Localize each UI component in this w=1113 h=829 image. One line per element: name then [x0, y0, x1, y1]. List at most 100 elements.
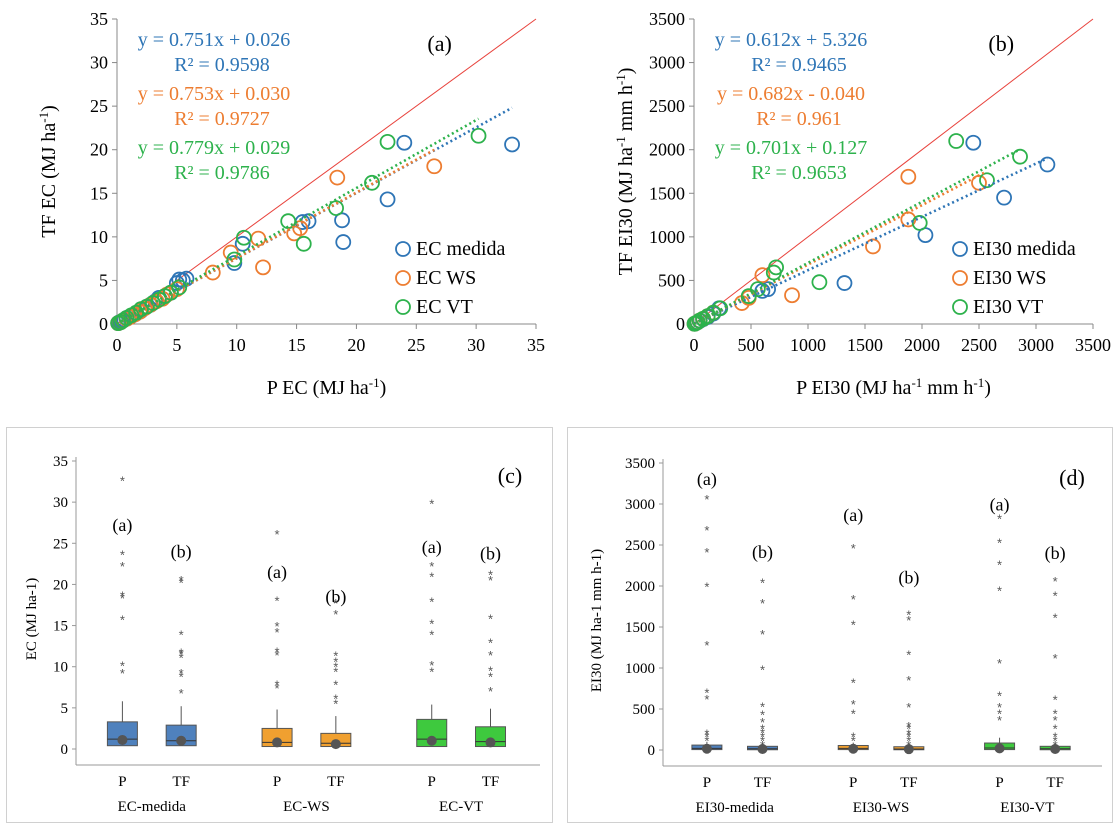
outlier-marker: *: [179, 650, 184, 665]
outlier-marker: *: [1053, 589, 1058, 604]
outlier-marker: *: [851, 541, 856, 556]
outlier-marker: *: [429, 559, 434, 574]
y-tick-label: 3000: [625, 497, 655, 513]
outlier-marker: *: [1053, 730, 1058, 745]
outlier-marker: *: [275, 619, 280, 634]
legend-entry: EC WS: [416, 267, 476, 289]
identity-line: [693, 18, 1094, 325]
y-tick-label: 2500: [649, 96, 685, 116]
outlier-marker: *: [997, 713, 1002, 728]
y-tick-label: 1500: [625, 620, 655, 636]
outlier-marker: *: [997, 535, 1002, 550]
axis-title-text: ): [984, 377, 991, 399]
y-tick-label: 35: [90, 9, 108, 29]
outlier-marker: *: [906, 719, 911, 734]
outlier-marker: *: [120, 666, 125, 681]
outlier-marker: *: [1053, 574, 1058, 589]
y-tick-label: 35: [53, 454, 68, 470]
data-point: [1012, 148, 1028, 165]
data-point: [379, 191, 396, 208]
data-point: [379, 133, 396, 150]
outlier-marker: *: [333, 649, 338, 664]
y-tick-label: 0: [61, 742, 69, 758]
y-tick-label: 3500: [649, 9, 685, 29]
panel-a: 0 5 10 15 20 25 30 35 0 5 10 15 20 25 30 35 y = 0.751x +…: [36, 9, 545, 399]
y-axis-title: EI30 (MJ ha-1 mm h-1): [589, 549, 605, 692]
outlier-marker: *: [120, 591, 125, 606]
data-point: [335, 234, 352, 250]
x-tick-label: 3500: [1075, 335, 1111, 355]
r-squared-label: R² = 0.9786: [174, 162, 270, 184]
outlier-marker: *: [1053, 734, 1058, 749]
outlier-marker: *: [906, 730, 911, 745]
x-tick-label: 0: [690, 335, 699, 355]
axis-title-superscript: -1: [36, 112, 51, 123]
mean-marker: [903, 744, 914, 755]
y-tick-label: 3000: [649, 53, 685, 73]
axis-title-superscript: -1: [369, 375, 380, 390]
outlier-marker: *: [333, 654, 338, 669]
significance-letter: (a): [422, 537, 442, 558]
r-squared-label: R² = 0.9465: [751, 54, 847, 76]
regression-equation: y = 0.682x - 0.040: [717, 83, 865, 105]
outlier-marker: *: [851, 734, 856, 749]
outlier-marker: *: [997, 584, 1002, 599]
panel-frame: [6, 427, 553, 823]
y-tick-label: 1000: [649, 227, 685, 247]
axis-title-text: TF EI30 (MJ ha: [615, 147, 637, 275]
group-label: EC-medida: [118, 799, 187, 815]
data-point: [784, 287, 800, 304]
outlier-marker: *: [275, 645, 280, 660]
identity-line: [116, 18, 537, 325]
outlier-marker: *: [275, 648, 280, 663]
outlier-marker: *: [275, 527, 280, 542]
y-tick-label: 20: [90, 140, 108, 160]
outlier-marker: *: [179, 686, 184, 701]
axis-title-superscript: -1: [613, 74, 628, 85]
outlier-marker: *: [906, 613, 911, 628]
y-tick-label: 2500: [625, 538, 655, 554]
group-label: EI30-medida: [696, 800, 775, 816]
group-label: EC-VT: [439, 799, 483, 815]
legend-entry: EI30 WS: [973, 267, 1047, 289]
legend-marker: [395, 270, 411, 286]
axis-title-text: P EC (MJ ha: [267, 377, 369, 399]
category-label: P: [995, 775, 1003, 791]
outlier-marker: *: [179, 645, 184, 660]
panel-d: 0 500 1000 1500 2000 2500 3000 3500 EI30 (MJ ha-…: [567, 427, 1113, 823]
outlier-marker: *: [429, 570, 434, 585]
y-tick-label: 1500: [649, 183, 685, 203]
y-axis-title: TF EC (MJ ha-1): [36, 105, 60, 238]
r-squared-label: R² = 0.9653: [751, 162, 847, 184]
mean-marker: [272, 737, 283, 748]
x-tick-label: 25: [407, 335, 425, 355]
panel-label: (d): [1059, 465, 1085, 490]
outlier-marker: *: [851, 707, 856, 722]
mean-marker: [1050, 744, 1061, 755]
outlier-marker: *: [760, 715, 765, 730]
axis-title-text: mm h: [615, 85, 637, 136]
axis-title-superscript: -1: [911, 375, 922, 390]
outlier-marker: *: [851, 730, 856, 745]
outlier-marker: *: [704, 545, 709, 560]
y-tick-label: 30: [53, 495, 68, 511]
y-axis-title: EC (MJ ha-1): [24, 578, 40, 661]
axis-title-text: ): [380, 377, 387, 399]
panel-label: (a): [427, 31, 451, 56]
outlier-marker: *: [997, 656, 1002, 671]
outlier-marker: *: [488, 648, 493, 663]
data-point: [426, 158, 443, 175]
category-label: P: [703, 775, 711, 791]
data-point: [1039, 156, 1056, 173]
outlier-marker: *: [997, 700, 1002, 715]
mean-marker: [701, 743, 712, 754]
y-tick-label: 1000: [625, 661, 655, 677]
outlier-marker: *: [704, 523, 709, 538]
outlier-marker: *: [429, 496, 434, 511]
data-point: [749, 281, 766, 298]
r-squared-label: R² = 0.961: [756, 108, 842, 130]
regression-equation: y = 0.753x + 0.030: [138, 83, 291, 105]
y-tick-label: 0: [676, 314, 685, 334]
outlier-marker: *: [179, 627, 184, 642]
